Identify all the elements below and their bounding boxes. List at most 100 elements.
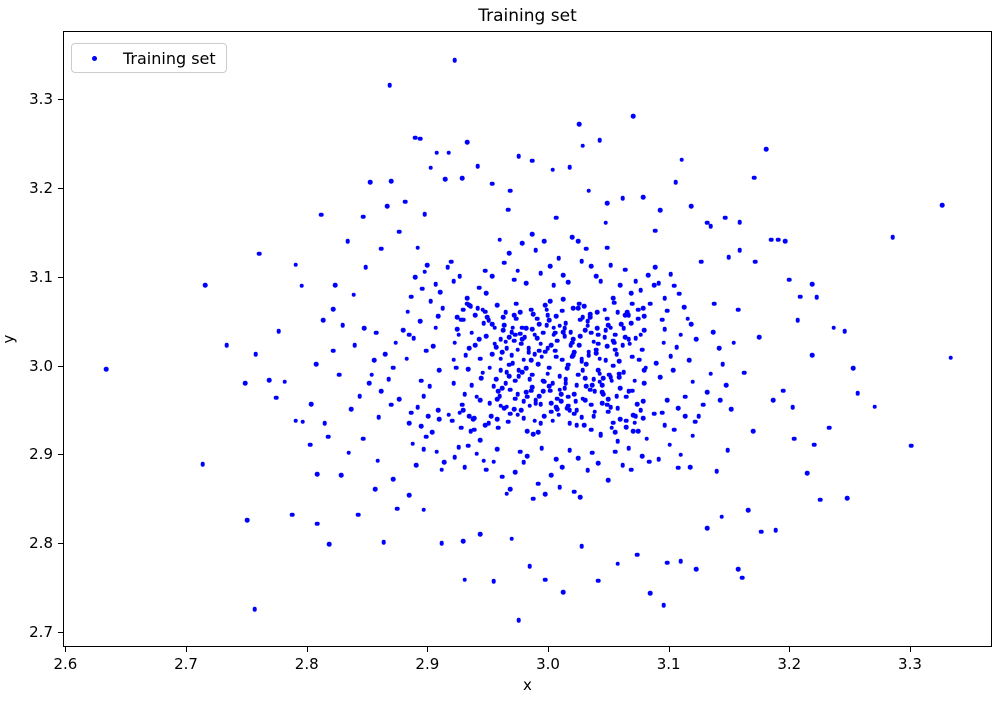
y-tick-mark [58,99,63,101]
scatter-point [631,413,636,418]
scatter-point [645,272,651,278]
scatter-point [581,422,587,428]
scatter-point [683,414,688,419]
scatter-point [493,344,499,350]
scatter-point [605,322,611,328]
scatter-point [818,497,823,503]
scatter-point [412,135,418,140]
scatter-point [245,517,250,523]
scatter-point [393,340,399,345]
scatter-point [450,418,455,424]
scatter-point [812,442,817,448]
scatter-point [940,202,945,208]
scatter-point [473,312,478,318]
scatter-point [591,414,596,419]
scatter-point [546,365,552,370]
scatter-point [307,442,313,448]
scatter-point [516,153,522,159]
scatter-point [538,341,543,346]
scatter-point [696,414,701,419]
scatter-point [459,402,465,408]
scatter-point [415,245,420,250]
scatter-point [562,334,567,339]
scatter-point [544,307,549,313]
scatter-point [615,310,621,315]
scatter-point [555,406,560,412]
scatter-point [610,295,616,301]
scatter-point [394,506,400,511]
scatter-point [103,366,109,372]
scatter-point [593,351,599,356]
scatter-point [633,279,639,284]
scatter-point [429,430,435,435]
scatter-point [433,325,438,330]
scatter-point [602,335,607,340]
scatter-point [515,347,520,353]
scatter-point [578,494,583,500]
scatter-point [516,618,522,623]
scatter-point [575,455,581,461]
scatter-point [457,273,463,279]
scatter-point [586,349,592,354]
scatter-point [639,453,645,459]
scatter-point [712,301,717,306]
scatter-point [627,341,633,346]
scatter-point [494,397,500,402]
scatter-point [325,434,331,440]
scatter-point [451,279,456,284]
scatter-point [629,301,635,306]
scatter-point [529,327,535,332]
scatter-point [672,427,677,432]
scatter-point [549,409,554,415]
scatter-point [518,341,524,346]
scatter-point [572,350,577,355]
scatter-point [634,401,640,407]
scatter-point [855,390,861,396]
scatter-point [651,411,657,416]
scatter-point [620,343,625,348]
scatter-point [615,406,621,411]
scatter-point [496,425,501,431]
scatter-point [768,237,774,242]
scatter-point [527,564,532,569]
scatter-point [465,366,471,372]
scatter-point [626,389,631,394]
scatter-point [687,464,693,470]
scatter-point [417,136,423,141]
scatter-point [529,384,535,390]
scatter-point [357,393,362,399]
scatter-point [588,427,594,432]
scatter-point [603,358,608,363]
scatter-point [728,406,734,412]
scatter-point [742,370,747,376]
scatter-point [516,374,522,379]
scatter-point [558,391,564,397]
scatter-point [549,400,554,406]
scatter-point [656,280,662,286]
scatter-point [613,449,618,455]
scatter-point [579,414,584,420]
scatter-point [528,307,534,313]
scatter-point [512,469,518,475]
scatter-point [321,318,326,323]
scatter-point [300,419,306,424]
scatter-point [604,343,610,349]
scatter-point [498,403,504,408]
scatter-point [456,332,461,337]
scatter-point [339,472,344,478]
scatter-point [388,402,394,408]
scatter-point [737,248,742,253]
scatter-point [445,264,450,270]
scatter-point [686,358,692,363]
scatter-point [309,401,314,407]
scatter-point [586,352,592,358]
scatter-point [549,343,554,348]
scatter-point [693,566,699,572]
scatter-point [544,322,549,328]
scatter-point [476,285,482,290]
scatter-point [500,314,506,320]
x-tick-mark [668,647,670,652]
scatter-point [430,343,436,349]
scatter-point [503,381,508,386]
scatter-point [604,402,610,408]
